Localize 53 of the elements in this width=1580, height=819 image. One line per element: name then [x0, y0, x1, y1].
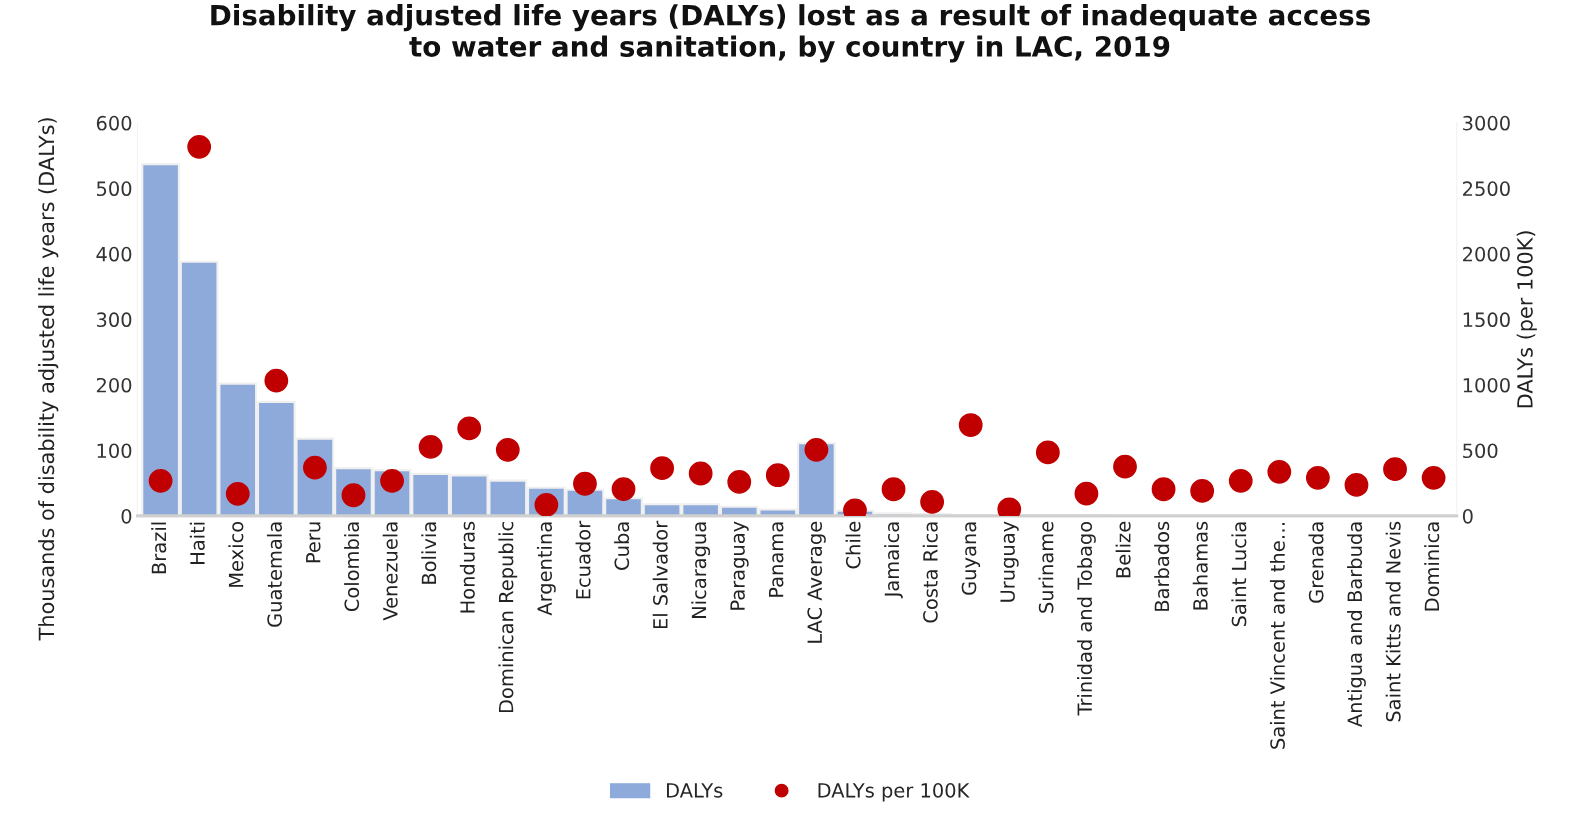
- y-axis-title: Thousands of disability adjusted life years (DALYs): [38, 118, 59, 641]
- chart-title: Disability adjusted life years (DALYs) lost as a result of inadequate access to water and sanitation, by country in LAC, 2019: [211, 4, 1370, 63]
- x-tick-label: Honduras: [459, 521, 475, 613]
- x-tick-label: Dominican Republic: [498, 522, 518, 713]
- y-tick-label: 300: [96, 312, 132, 328]
- x-tick-label: Guatemala: [266, 522, 282, 627]
- x-tick-label: Guyana: [961, 522, 981, 595]
- x-tick-label: Ecuador: [575, 520, 591, 599]
- y-tick-label: 200: [96, 377, 132, 393]
- y-tick-label: 0: [121, 508, 132, 524]
- x-tick-label: Dominica: [1424, 522, 1440, 611]
- x-tick-label: Saint Vincent and the…: [1269, 523, 1285, 749]
- x-tick-label: Trinidad and Tobago: [1077, 521, 1096, 716]
- x-tick-label: Peru: [306, 522, 321, 563]
- y-tick-label: 100: [97, 443, 132, 459]
- x-tick-label: Cuba: [614, 522, 630, 570]
- y2-axis-title: DALYs (per 100K): [1516, 231, 1537, 408]
- x-tick-label: Bahamas: [1192, 521, 1208, 610]
- x-tick-label: LAC Average: [807, 521, 826, 643]
- legend-label: DALYs per 100K: [818, 783, 970, 802]
- x-tick-label: Colombia: [344, 522, 360, 612]
- x-tick-label: Mexico: [228, 521, 244, 587]
- x-tick-label: Belize: [1115, 521, 1131, 578]
- legend-label: DALYs: [667, 783, 723, 798]
- x-tick-label: Antigua and Barbuda: [1347, 522, 1366, 728]
- x-tick-label: Grenada: [1308, 522, 1324, 603]
- x-tick-label: El Salvador: [652, 520, 668, 629]
- x-tick-label: Suriname: [1038, 521, 1054, 613]
- x-tick-label: Panama: [769, 522, 784, 597]
- x-tick-label: Uruguay: [1000, 521, 1019, 602]
- y2-tick-label: 2000: [1463, 246, 1510, 262]
- y-tick-label: 400: [96, 246, 132, 262]
- x-tick-label: Brazil: [151, 522, 167, 574]
- y-tick-label: 600: [96, 115, 132, 131]
- x-tick-label: Costa Rica: [922, 522, 938, 623]
- x-tick-label: Nicaragua: [691, 522, 711, 618]
- y-tick-label: 500: [96, 181, 132, 197]
- x-tick-label: Argentina: [536, 522, 556, 616]
- x-tick-label: Bolivia: [421, 522, 437, 584]
- x-tick-label: Saint Lucia: [1231, 522, 1247, 627]
- y2-tick-label: 1000: [1463, 377, 1510, 393]
- y2-tick-label: 2500: [1463, 181, 1510, 197]
- x-tick-label: Saint Kitts and Nevis: [1385, 521, 1401, 722]
- x-tick-label: Barbados: [1154, 521, 1170, 611]
- x-tick-label: Venezuela: [382, 522, 398, 621]
- y2-tick-label: 1500: [1463, 312, 1510, 328]
- x-tick-label: Chile: [845, 521, 861, 569]
- x-tick-label: Jamaica: [884, 522, 903, 599]
- x-tick-label: Paraguay: [730, 521, 749, 610]
- x-tick-label: Haiti: [189, 522, 205, 564]
- y2-tick-label: 3000: [1463, 115, 1510, 131]
- y2-tick-label: 0: [1462, 508, 1473, 524]
- y2-tick-label: 500: [1463, 443, 1498, 459]
